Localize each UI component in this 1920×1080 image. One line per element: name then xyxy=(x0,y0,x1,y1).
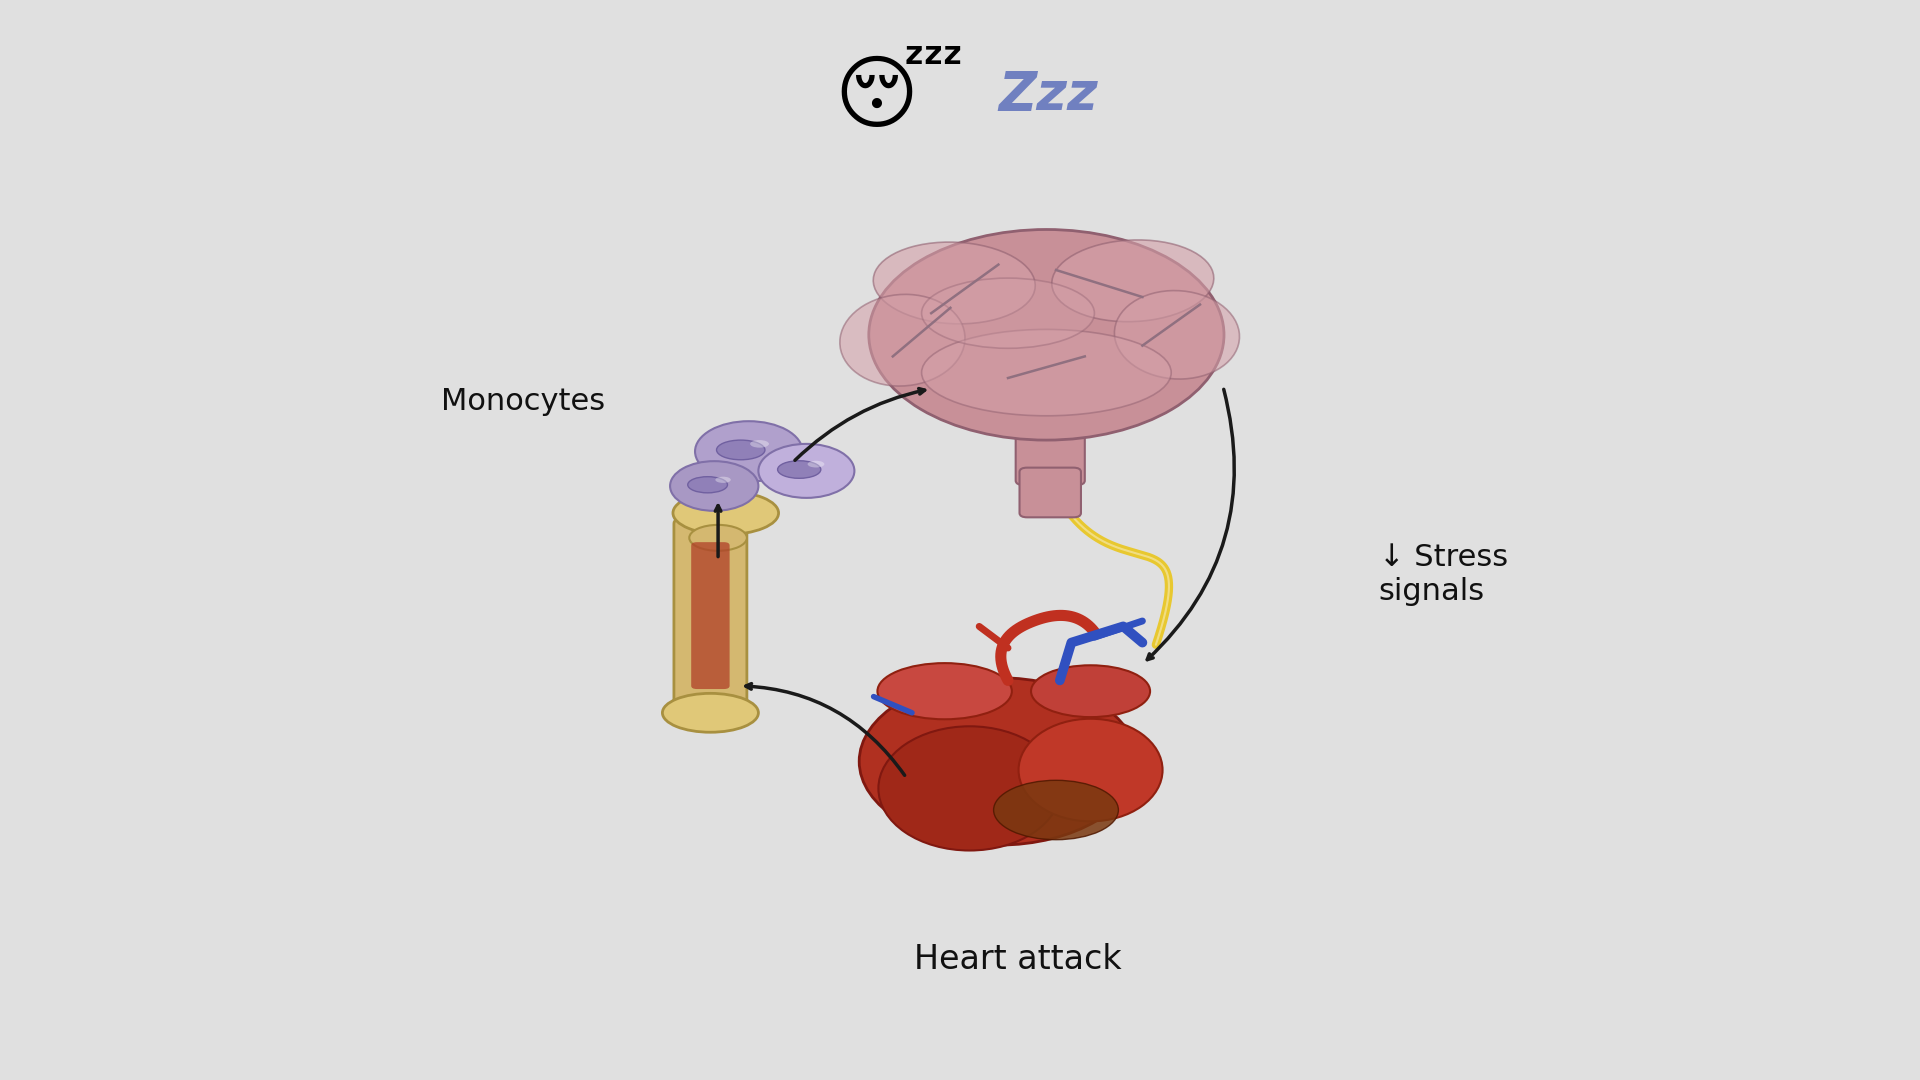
FancyBboxPatch shape xyxy=(1016,431,1085,485)
Ellipse shape xyxy=(689,525,747,551)
Circle shape xyxy=(695,421,803,482)
Ellipse shape xyxy=(877,726,1060,851)
Ellipse shape xyxy=(1020,719,1164,821)
Ellipse shape xyxy=(808,461,824,468)
FancyBboxPatch shape xyxy=(1020,468,1081,517)
Ellipse shape xyxy=(839,295,966,386)
Circle shape xyxy=(758,444,854,498)
Ellipse shape xyxy=(674,491,780,535)
Ellipse shape xyxy=(922,278,1094,348)
Text: Heart attack: Heart attack xyxy=(914,943,1121,975)
Ellipse shape xyxy=(1114,291,1240,379)
Ellipse shape xyxy=(995,780,1117,840)
Ellipse shape xyxy=(1031,665,1150,717)
Ellipse shape xyxy=(751,441,768,447)
FancyBboxPatch shape xyxy=(674,517,747,714)
Ellipse shape xyxy=(877,663,1012,719)
Ellipse shape xyxy=(716,441,764,460)
Ellipse shape xyxy=(716,476,732,483)
Text: ↓ Stress
signals: ↓ Stress signals xyxy=(1379,543,1507,606)
Ellipse shape xyxy=(860,678,1139,845)
Text: Monocytes: Monocytes xyxy=(442,388,605,416)
FancyBboxPatch shape xyxy=(691,542,730,689)
Text: Zzz: Zzz xyxy=(998,69,1098,121)
Ellipse shape xyxy=(662,693,758,732)
Ellipse shape xyxy=(1052,240,1213,322)
Text: 😴: 😴 xyxy=(833,56,964,137)
Ellipse shape xyxy=(687,476,728,492)
Ellipse shape xyxy=(778,461,822,478)
Ellipse shape xyxy=(874,242,1035,324)
Ellipse shape xyxy=(868,230,1225,440)
Circle shape xyxy=(670,461,758,511)
Ellipse shape xyxy=(922,329,1171,416)
